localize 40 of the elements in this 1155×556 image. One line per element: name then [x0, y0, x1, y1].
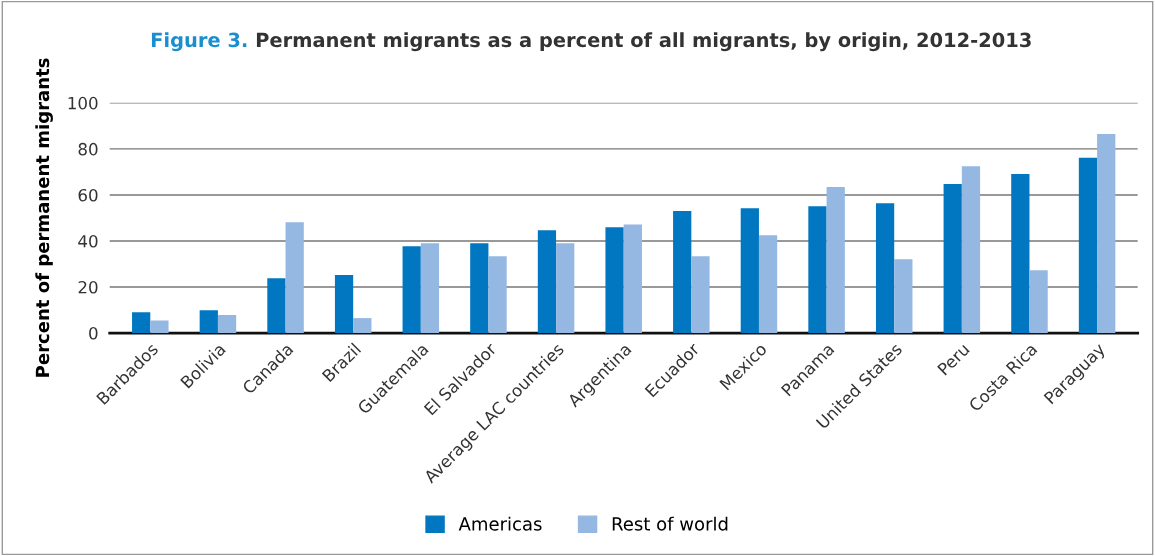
y-tick-label: 100 — [68, 96, 98, 110]
bar — [199, 310, 218, 334]
bar — [894, 259, 913, 334]
bar — [758, 235, 778, 334]
y-tick-label: 80 — [78, 142, 98, 156]
y-tick-label: 0 — [89, 327, 98, 340]
bar — [623, 224, 642, 334]
bar — [605, 227, 624, 334]
y-axis-title: Percent of permanent migrants — [35, 58, 53, 377]
bar — [1078, 157, 1098, 334]
bar — [537, 230, 557, 334]
y-tick-label: 20 — [78, 280, 98, 294]
bar — [1097, 133, 1116, 334]
bar — [420, 243, 440, 334]
bar — [488, 256, 507, 334]
chart-title: Figure 3. Permanent migrants as a percent of all migrants, by origin, 2012-2013 — [151, 32, 1031, 52]
bar — [943, 183, 962, 334]
bar — [961, 166, 981, 334]
bar — [217, 315, 237, 334]
bar — [1011, 173, 1030, 334]
bar — [353, 318, 372, 334]
bar — [402, 246, 421, 334]
bar — [150, 320, 169, 334]
bar — [808, 206, 827, 334]
legend-label: Americas — [458, 516, 542, 531]
bar — [673, 211, 692, 334]
bar — [556, 243, 575, 334]
bar — [470, 243, 489, 334]
bar — [740, 208, 759, 334]
y-tick-label: 40 — [78, 234, 98, 248]
bar — [267, 278, 286, 334]
bar — [285, 222, 304, 334]
bar — [1029, 270, 1048, 334]
bar — [826, 187, 845, 334]
bar — [334, 275, 354, 334]
legend-label: Rest of world — [612, 516, 728, 531]
y-tick-label: 60 — [78, 188, 98, 202]
bar — [875, 203, 895, 334]
bar — [132, 312, 151, 334]
bar — [691, 256, 710, 334]
